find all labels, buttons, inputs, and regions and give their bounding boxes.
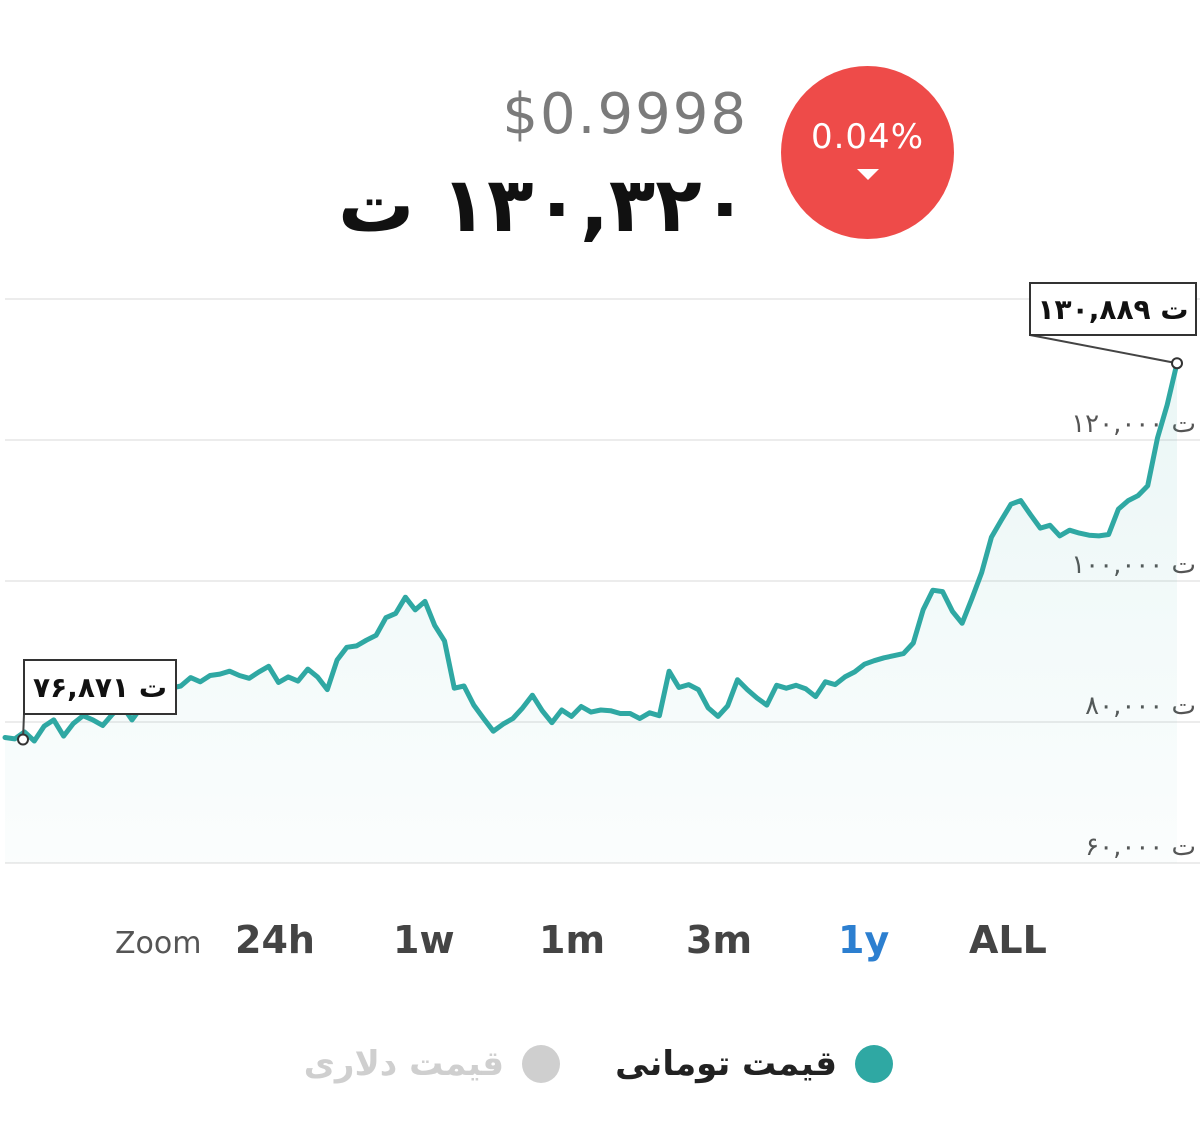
zoom-label: Zoom (115, 926, 202, 961)
zoom-bar: Zoom 24h 1w 1m 3m 1y ALL (0, 918, 1200, 978)
zoom-24h-button[interactable]: 24h (235, 918, 315, 962)
legend-toman-dot (855, 1045, 893, 1083)
arrow-down-icon (856, 169, 879, 180)
zoom-3m-button[interactable]: 3m (686, 918, 753, 962)
legend-dollar-dot (522, 1045, 560, 1083)
legend: قیمت تومانی قیمت دلاری (0, 1036, 1200, 1096)
legend-dollar[interactable]: قیمت دلاری (304, 1036, 560, 1092)
change-badge: 0.04% (781, 66, 954, 239)
legend-dollar-label: قیمت دلاری (303, 1044, 504, 1084)
legend-toman[interactable]: قیمت تومانی (615, 1036, 893, 1092)
usd-price: $0.9998 (502, 82, 748, 147)
zoom-all-button[interactable]: ALL (969, 918, 1047, 962)
change-percent: 0.04% (810, 117, 924, 157)
zoom-1y-button[interactable]: 1y (838, 918, 890, 962)
toman-price: ۱۳۰,۳۲۰ ت (337, 160, 748, 249)
start-value-label: ۷۶,۸۷۱ ت (17, 659, 177, 746)
series-line (2, 360, 1180, 744)
svg-text:۱۳۰,۸۸۹ ت: ۱۳۰,۸۸۹ ت (1037, 293, 1188, 326)
zoom-1m-button[interactable]: 1m (539, 918, 606, 962)
legend-toman-label: قیمت تومانی (615, 1044, 837, 1084)
y-tick-label: ۱۲۰,۰۰۰ ت (1071, 409, 1196, 439)
end-value-label: ۱۳۰,۸۸۹ ت (1029, 282, 1197, 370)
zoom-1w-button[interactable]: 1w (393, 918, 455, 962)
series-area (5, 363, 1177, 863)
svg-text:۷۶,۸۷۱ ت: ۷۶,۸۷۱ ت (33, 671, 167, 704)
